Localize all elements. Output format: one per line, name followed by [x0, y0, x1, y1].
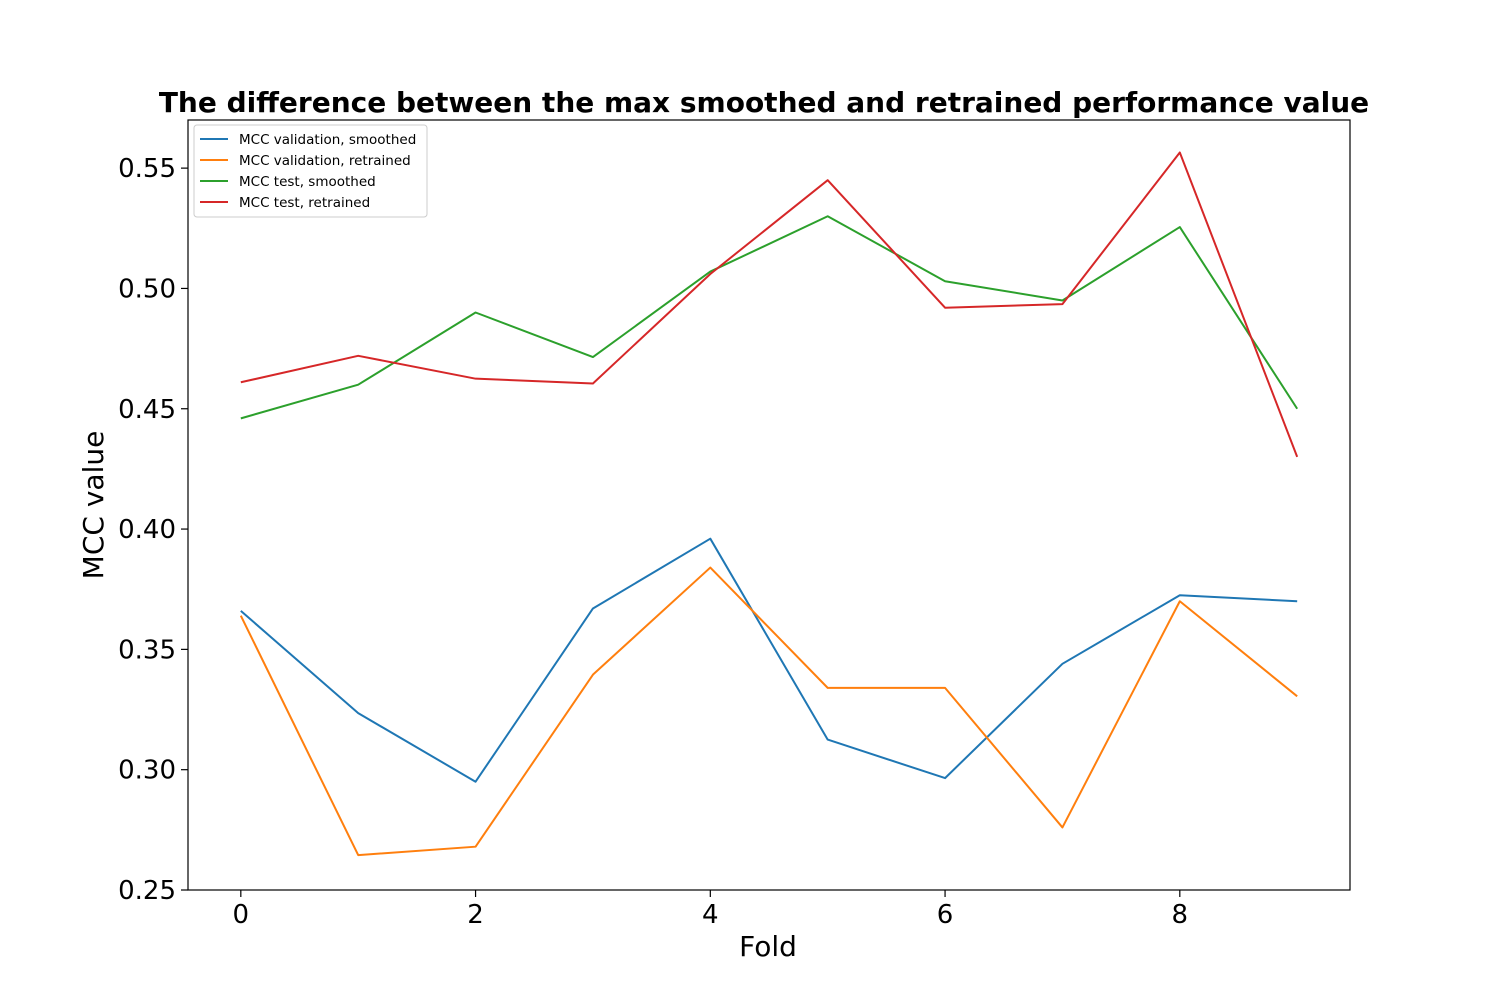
series-line-mcc-validation-smoothed: [240, 537, 1298, 783]
chart-title: The difference between the max smoothed …: [159, 86, 1369, 119]
legend-label: MCC validation, retrained: [239, 153, 411, 169]
legend-label: MCC test, smoothed: [239, 174, 376, 190]
x-tick-label: 0: [233, 900, 250, 930]
x-axis: 0 2 4 6 8: [233, 890, 1189, 930]
series-line-mcc-test-retrained: [240, 151, 1299, 458]
legend-label: MCC validation, smoothed: [239, 132, 416, 148]
x-tick-label: 4: [702, 900, 719, 930]
series-line-mcc-test-smoothed: [240, 215, 1299, 420]
legend-box: [193, 124, 428, 218]
y-axis: 0.25 0.30 0.35 0.40 0.45 0.50 0.55: [118, 154, 188, 906]
y-tick-label: 0.50: [118, 274, 176, 304]
plot-frame: [187, 119, 1351, 891]
y-axis-label: MCC value: [77, 431, 110, 580]
x-tick-label: 6: [937, 900, 954, 930]
y-tick-label: 0.45: [118, 395, 176, 425]
y-tick-label: 0.25: [118, 876, 176, 906]
y-tick-label: 0.40: [118, 515, 176, 545]
series-line-mcc-validation-retrained: [239, 566, 1298, 857]
y-tick-label: 0.55: [118, 154, 176, 184]
legend: MCC validation, smoothed MCC validation, …: [193, 124, 428, 218]
y-tick-label: 0.30: [118, 756, 176, 786]
x-axis-label: Fold: [739, 930, 797, 963]
legend-label: MCC test, retrained: [239, 195, 370, 211]
x-tick-label: 8: [1172, 900, 1189, 930]
x-tick-label: 2: [467, 900, 484, 930]
plot-area: [239, 151, 1299, 857]
y-tick-label: 0.35: [118, 635, 176, 665]
